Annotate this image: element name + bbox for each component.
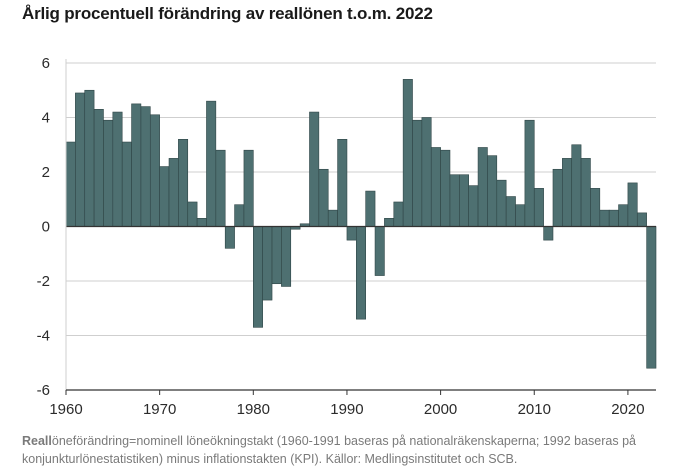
bar <box>440 149 451 227</box>
y-tick-label: -6 <box>37 382 50 399</box>
bar <box>590 188 601 227</box>
bar <box>374 226 385 276</box>
bar <box>533 188 544 227</box>
bar <box>421 117 432 227</box>
bar <box>271 226 282 285</box>
bar <box>112 111 123 227</box>
bar <box>75 92 86 227</box>
bar <box>562 158 573 227</box>
bar <box>159 166 170 227</box>
y-tick-label: -4 <box>37 328 50 345</box>
y-tick-label: 6 <box>42 55 50 72</box>
x-tick-label: 2010 <box>518 401 551 418</box>
bar <box>599 209 610 227</box>
bar <box>206 100 217 227</box>
bar-series <box>65 79 657 369</box>
bar <box>65 141 76 227</box>
bar <box>393 201 404 227</box>
bar <box>552 168 563 227</box>
bar <box>477 147 488 227</box>
bar <box>487 155 498 227</box>
bar <box>103 119 114 227</box>
bar <box>627 182 638 227</box>
bar <box>356 226 366 320</box>
y-tick-label: 4 <box>42 110 50 127</box>
bar <box>524 119 535 227</box>
bar <box>187 201 198 227</box>
bar <box>346 226 357 241</box>
x-tick-label: 2000 <box>424 401 457 418</box>
chart-footnote: Reallöneförändring=nominell löneökningst… <box>22 432 662 468</box>
y-tick-labels: 6 4 2 0 -2 -4 -6 <box>37 55 50 399</box>
bar <box>309 111 320 227</box>
x-tick-label: 1970 <box>143 401 176 418</box>
footnote-text: öneförändring=nominell löneökningstakt (… <box>22 434 636 466</box>
x-tick-label: 2020 <box>611 401 644 418</box>
axes <box>65 59 656 395</box>
bar-chart: 6 4 2 0 -2 -4 -6 1960 1970 1980 1990 2000 2010 2020 <box>37 55 657 418</box>
bar <box>459 174 469 227</box>
x-tick-label: 1960 <box>49 401 82 418</box>
bar <box>178 139 189 227</box>
bar <box>505 196 516 227</box>
bar <box>149 114 160 227</box>
bar <box>430 147 441 227</box>
bar <box>515 204 526 227</box>
bar <box>646 226 657 369</box>
footnote-bold: Reall <box>22 434 52 448</box>
bar <box>93 109 104 227</box>
x-tick-labels: 1960 1970 1980 1990 2000 2010 2020 <box>49 401 644 418</box>
bar <box>402 79 413 227</box>
bar <box>131 103 142 227</box>
bar <box>636 212 647 227</box>
bar <box>84 89 95 227</box>
bar <box>234 204 245 227</box>
y-tick-label: -2 <box>37 273 50 290</box>
bar <box>449 174 460 227</box>
bar <box>496 179 507 227</box>
bar <box>618 204 629 227</box>
bar <box>327 209 338 227</box>
chart-title: Årlig procentuell förändring av reallöne… <box>22 4 433 23</box>
bar <box>468 185 479 227</box>
bar <box>121 141 132 227</box>
bar <box>262 226 273 301</box>
bar <box>215 149 226 227</box>
bar <box>196 218 207 227</box>
bar <box>224 226 235 249</box>
y-tick-label: 2 <box>42 164 50 181</box>
bar <box>608 209 619 227</box>
bar <box>543 226 554 241</box>
bar <box>580 158 591 227</box>
bar <box>281 226 292 287</box>
x-tick-label: 1980 <box>237 401 270 418</box>
bar <box>318 168 329 227</box>
bar <box>384 218 395 227</box>
bar <box>243 149 254 227</box>
bar <box>253 226 263 328</box>
bar <box>140 106 151 227</box>
bar <box>337 139 348 227</box>
bar <box>168 158 179 227</box>
bar <box>365 190 376 227</box>
bar <box>412 119 423 227</box>
y-tick-label: 0 <box>42 219 50 236</box>
bar <box>571 144 582 227</box>
x-tick-label: 1990 <box>330 401 363 418</box>
